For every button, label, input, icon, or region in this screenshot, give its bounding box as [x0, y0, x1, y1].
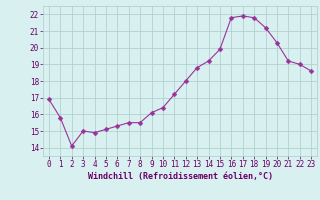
X-axis label: Windchill (Refroidissement éolien,°C): Windchill (Refroidissement éolien,°C)	[87, 172, 273, 181]
